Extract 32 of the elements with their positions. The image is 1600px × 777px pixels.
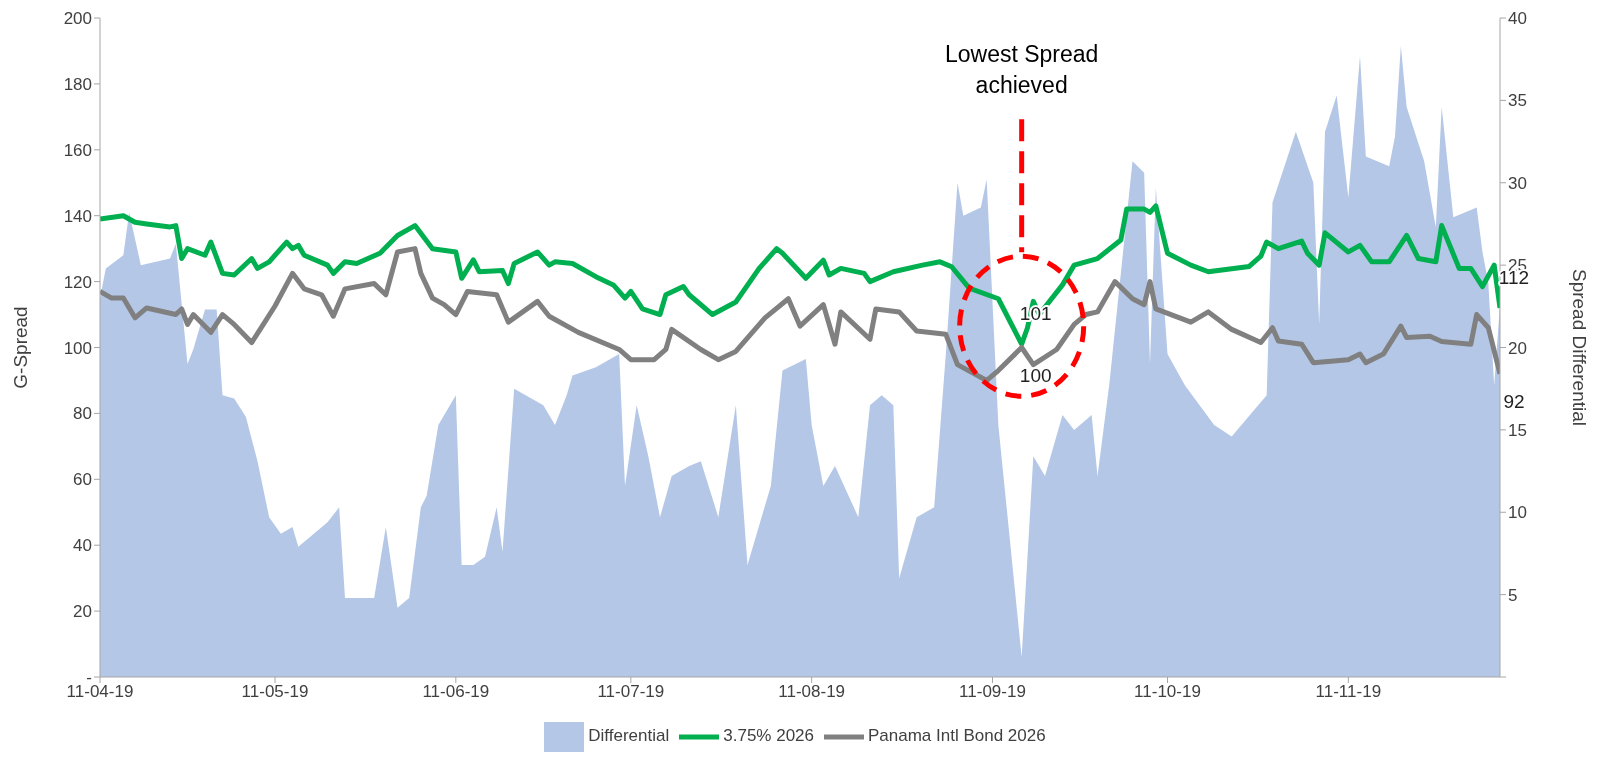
x-tick-label: 11-09-19: [959, 682, 1026, 702]
y-tick-label: 20: [73, 602, 92, 622]
y2-tick-label: 20: [1508, 338, 1527, 358]
y2-tick-label: 30: [1508, 173, 1527, 193]
y2-tick-label: 5: [1508, 585, 1518, 605]
y-tick-label: 80: [73, 404, 92, 424]
y-tick-label: 40: [73, 536, 92, 556]
x-tick-label: 11-11-19: [1315, 682, 1382, 702]
y-tick-label: 120: [63, 272, 92, 292]
y-tick-label: 160: [63, 140, 92, 160]
x-tick-label: 11-08-19: [778, 682, 846, 702]
x-tick-label: 11-07-19: [597, 682, 665, 702]
legend-label: Panama Intl Bond 2026: [868, 726, 1046, 746]
y2-tick-label: 10: [1508, 503, 1527, 523]
x-tick-label: 11-05-19: [241, 682, 309, 702]
y2-tick-label: 15: [1508, 420, 1527, 440]
y2-tick-label: 35: [1508, 91, 1527, 111]
annotation: Lowest Spread achieved: [943, 40, 1100, 101]
y-tick-label: 200: [63, 9, 92, 29]
y2-axis-title: Spread Differential: [1569, 268, 1591, 427]
y-tick-label: 180: [63, 74, 92, 94]
legend-label: Differential: [588, 726, 670, 746]
x-tick-label: 11-10-19: [1134, 682, 1201, 702]
y2-tick-label: 40: [1508, 9, 1527, 29]
y-tick-label: 140: [63, 206, 92, 226]
x-tick-label: 11-06-19: [422, 682, 490, 702]
legend-label: 3.75% 2026: [723, 726, 814, 746]
y-tick-label: 100: [63, 338, 92, 358]
data-label: 100: [1019, 364, 1052, 386]
y-axis-title: G-Spread: [9, 306, 31, 389]
y-tick-label: 60: [73, 470, 92, 490]
data-label: 92: [1503, 390, 1525, 412]
